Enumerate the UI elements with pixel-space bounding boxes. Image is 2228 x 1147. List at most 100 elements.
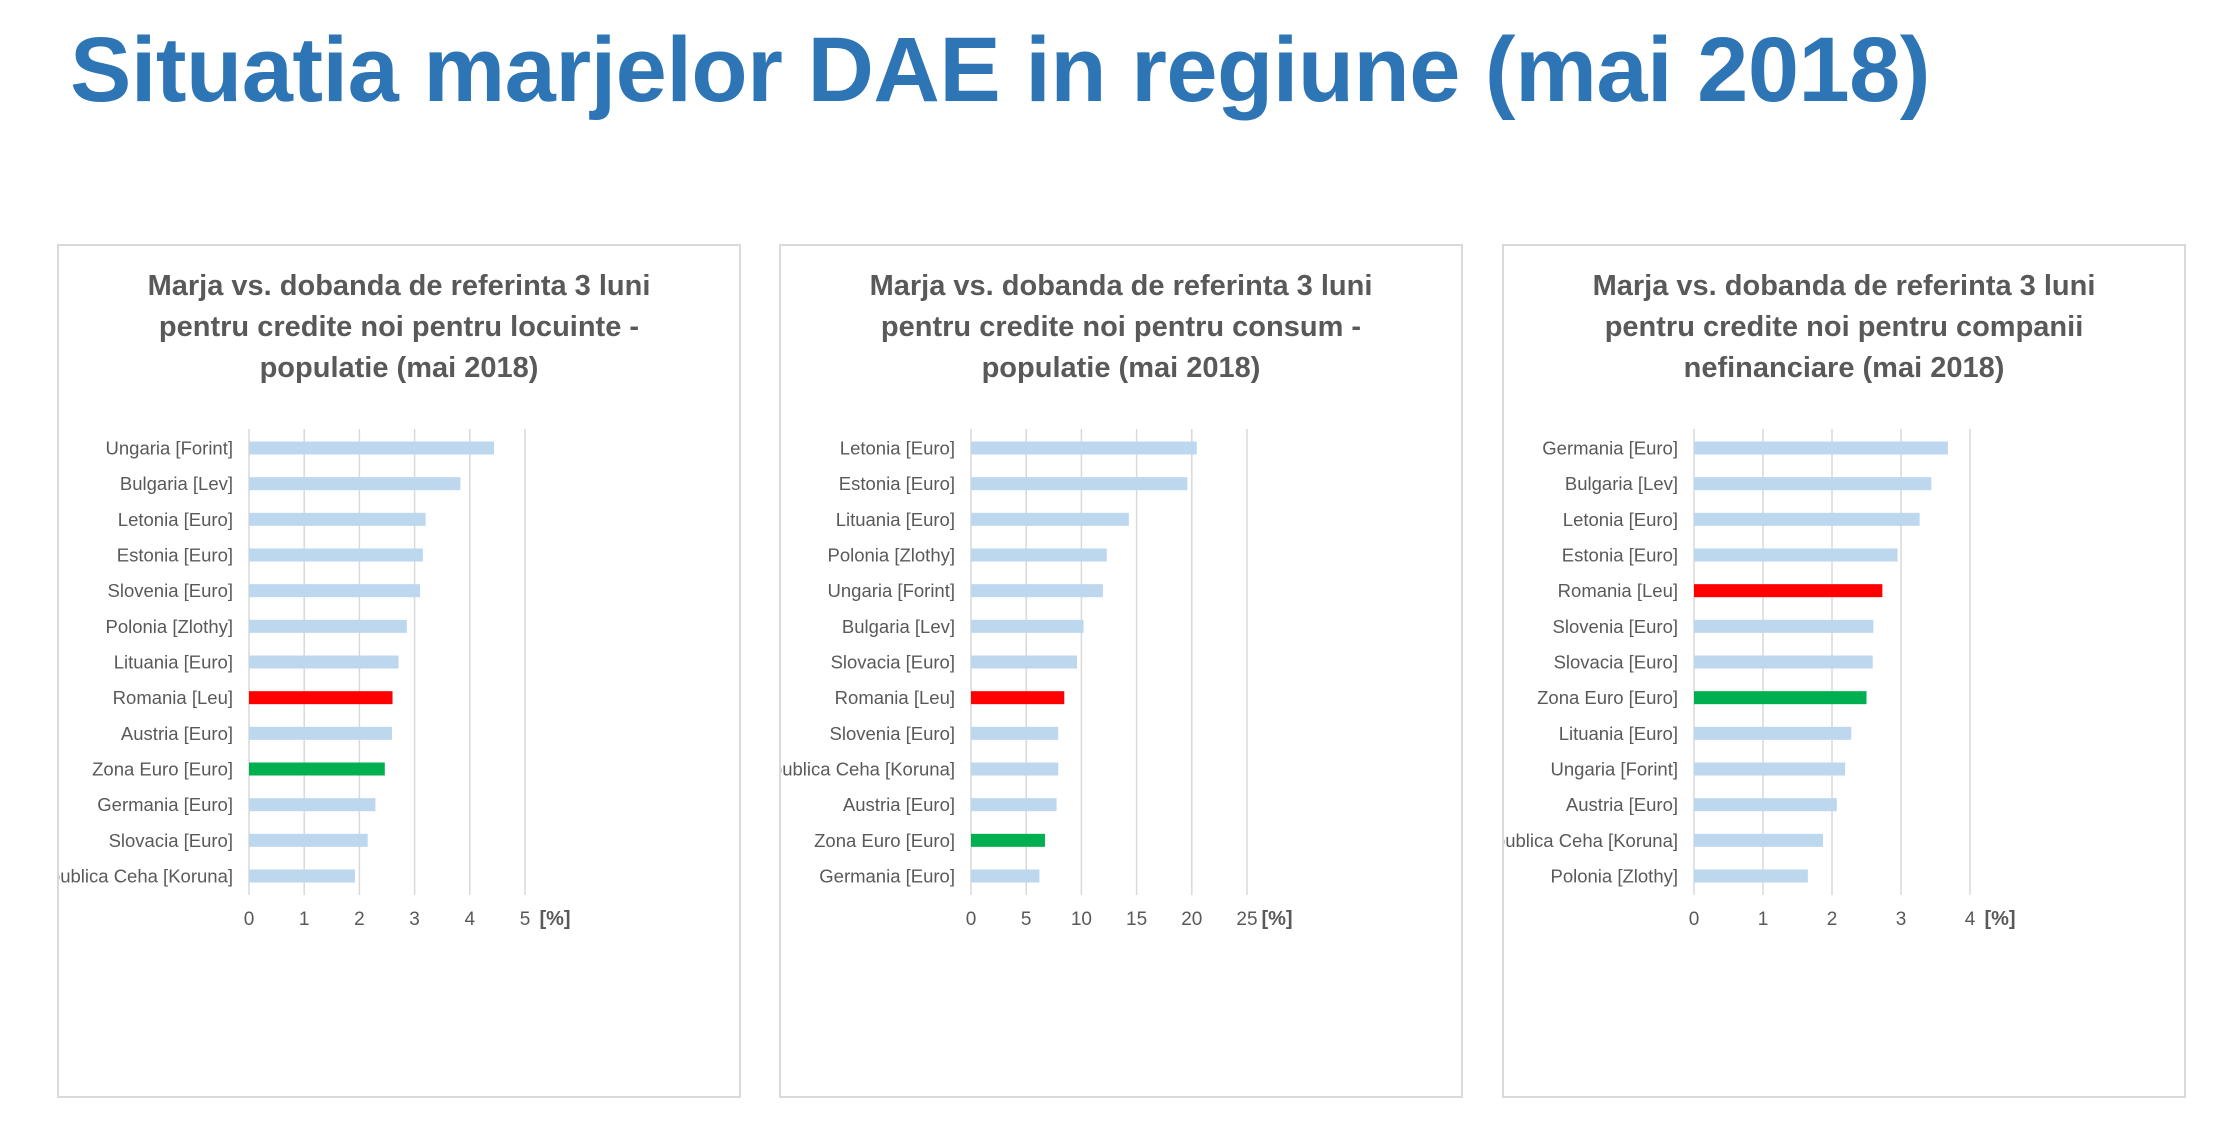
bar xyxy=(1694,584,1883,598)
category-label: Slovacia [Euro] xyxy=(831,652,955,673)
x-tick-label: 25 xyxy=(1236,909,1257,930)
bar xyxy=(249,798,376,812)
x-tick-label: 10 xyxy=(1071,909,1092,930)
category-label: Slovacia [Euro] xyxy=(1554,652,1678,673)
bar xyxy=(1694,655,1873,669)
category-label: Polonia [Zlothy] xyxy=(105,616,233,637)
bar xyxy=(1694,477,1932,491)
category-label: Bulgaria [Lev] xyxy=(1565,473,1678,494)
chart-title: Marja vs. dobanda de referinta 3 luni pe… xyxy=(147,270,651,384)
bar xyxy=(249,762,385,776)
bar xyxy=(971,691,1065,705)
bar-chart-companies: 0 1 2 3 4 [%] Germania [Euro] Bulgaria [Lev] Let… xyxy=(1504,429,2016,930)
category-label: Germania [Euro] xyxy=(819,866,955,887)
bar xyxy=(971,619,1084,633)
bar-chart-housing: 0 1 2 3 4 5 [%] Ungaria [Forint] Bulgaria [Lev] L… xyxy=(59,429,571,930)
x-tick-label: 5 xyxy=(1021,909,1032,930)
x-tick-label: 1 xyxy=(299,909,310,930)
x-tick-label: 3 xyxy=(1896,909,1907,930)
category-label: Lituania [Euro] xyxy=(114,652,233,673)
category-label: Romania [Leu] xyxy=(113,687,233,708)
bar xyxy=(249,833,368,847)
bar xyxy=(971,512,1129,526)
bar xyxy=(1694,512,1920,526)
category-label: Slovenia [Euro] xyxy=(1553,616,1678,637)
page-title: Situatia marjelor DAE in regiune (mai 20… xyxy=(70,19,1930,121)
bar xyxy=(249,691,393,705)
category-label: Estonia [Euro] xyxy=(1562,545,1678,566)
bar xyxy=(1694,833,1824,847)
category-label: Lituania [Euro] xyxy=(836,509,955,530)
category-label: Lituania [Euro] xyxy=(1559,723,1678,744)
x-tick-label: 1 xyxy=(1758,909,1769,930)
chart-panel-companies: Marja vs. dobanda de referinta 3 luni pe… xyxy=(1502,244,2186,1098)
category-label: Polonia [Zlothy] xyxy=(827,545,955,566)
category-label: Austria [Euro] xyxy=(1566,794,1678,815)
x-axis-unit-label: [%] xyxy=(539,908,570,930)
category-label: Estonia [Euro] xyxy=(839,473,955,494)
x-tick-label: 5 xyxy=(520,909,531,930)
bar-chart-consumer: 0 5 10 15 20 25 [%] Letonia [Euro] Estonia [Euro… xyxy=(781,429,1293,930)
category-label: Letonia [Euro] xyxy=(118,509,233,530)
bar xyxy=(249,441,495,455)
x-tick-label: 0 xyxy=(1689,909,1700,930)
x-tick-label: 2 xyxy=(354,909,365,930)
bar xyxy=(971,726,1059,740)
bar xyxy=(249,619,407,633)
bar xyxy=(1694,548,1898,562)
bar xyxy=(249,512,426,526)
bar xyxy=(1694,798,1837,812)
category-label: Republica Ceha [Koruna] xyxy=(781,759,955,780)
category-label: Letonia [Euro] xyxy=(1563,509,1678,530)
bar xyxy=(1694,869,1808,883)
x-tick-label: 4 xyxy=(465,909,476,930)
bar xyxy=(971,441,1197,455)
category-label: Ungaria [Forint] xyxy=(106,438,234,459)
category-label: Estonia [Euro] xyxy=(117,545,233,566)
x-tick-label: 4 xyxy=(1965,909,1976,930)
category-label: Ungaria [Forint] xyxy=(1551,759,1679,780)
category-label: Zona Euro [Euro] xyxy=(814,830,955,851)
category-label: Bulgaria [Lev] xyxy=(842,616,955,637)
bar xyxy=(971,798,1057,812)
category-label: Republica Ceha [Koruna] xyxy=(1504,830,1678,851)
bar xyxy=(971,584,1103,598)
bar xyxy=(249,869,355,883)
bar xyxy=(971,477,1188,491)
x-axis-unit-label: [%] xyxy=(1984,908,2015,930)
category-label: Slovacia [Euro] xyxy=(109,830,233,851)
category-label: Ungaria [Forint] xyxy=(828,580,956,601)
x-tick-label: 0 xyxy=(966,909,977,930)
bar xyxy=(1694,726,1852,740)
category-label: Bulgaria [Lev] xyxy=(120,473,233,494)
bar xyxy=(249,477,461,491)
category-label: Polonia [Zlothy] xyxy=(1550,866,1678,887)
bar xyxy=(971,762,1059,776)
bar xyxy=(971,833,1045,847)
chart-title: Marja vs. dobanda de referinta 3 luni pe… xyxy=(869,270,1373,384)
bar xyxy=(249,584,421,598)
chart-panel-consumer: Marja vs. dobanda de referinta 3 luni pe… xyxy=(779,244,1463,1098)
chart-panel-housing: Marja vs. dobanda de referinta 3 luni pe… xyxy=(57,244,741,1098)
x-tick-label: 15 xyxy=(1126,909,1147,930)
category-label: Republica Ceha [Koruna] xyxy=(59,866,233,887)
x-tick-label: 0 xyxy=(244,909,255,930)
category-label: Germania [Euro] xyxy=(97,794,233,815)
category-label: Zona Euro [Euro] xyxy=(1537,687,1678,708)
category-label: Slovenia [Euro] xyxy=(830,723,955,744)
bar xyxy=(1694,619,1874,633)
bar xyxy=(971,548,1107,562)
x-tick-label: 2 xyxy=(1827,909,1838,930)
bar xyxy=(1694,762,1846,776)
category-label: Romania [Leu] xyxy=(1558,580,1678,601)
category-label: Austria [Euro] xyxy=(843,794,955,815)
x-tick-label: 3 xyxy=(409,909,420,930)
bar xyxy=(249,655,399,669)
category-label: Zona Euro [Euro] xyxy=(92,759,233,780)
category-label: Letonia [Euro] xyxy=(840,438,955,459)
category-label: Germania [Euro] xyxy=(1542,438,1678,459)
category-label: Romania [Leu] xyxy=(835,687,955,708)
x-axis-unit-label: [%] xyxy=(1261,908,1292,930)
category-label: Slovenia [Euro] xyxy=(108,580,233,601)
chart-title: Marja vs. dobanda de referinta 3 luni pe… xyxy=(1592,270,2096,384)
